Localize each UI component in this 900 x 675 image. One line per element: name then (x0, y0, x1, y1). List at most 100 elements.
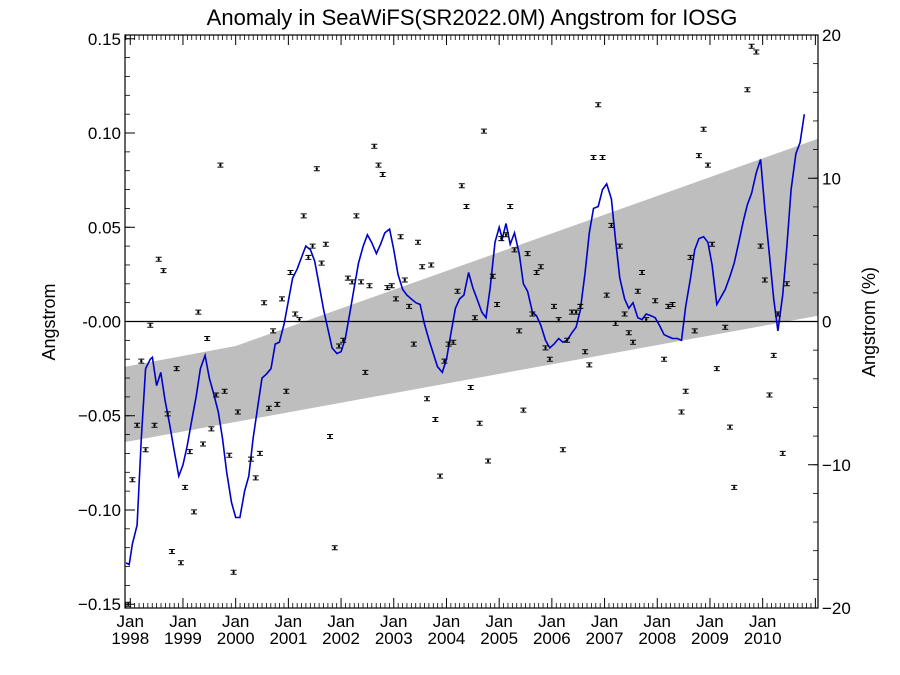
data-point (625, 330, 632, 336)
data-point (555, 317, 562, 323)
data-point (551, 303, 557, 309)
point-marker (509, 205, 512, 208)
x-tick-year: 1998 (111, 629, 149, 648)
point-marker (645, 318, 648, 321)
point-marker (447, 342, 450, 346)
x-tick-year: 2000 (217, 629, 255, 648)
point-marker (623, 312, 626, 316)
data-point (168, 549, 175, 554)
data-point (616, 243, 623, 249)
data-point (265, 405, 272, 411)
point-marker (166, 412, 169, 416)
point-marker (346, 276, 350, 280)
data-point (177, 560, 184, 566)
x-tick-year: 2006 (533, 629, 571, 648)
data-point (770, 352, 777, 358)
x-tick-year: 2009 (691, 629, 729, 648)
x-tick-month: Jan (275, 612, 302, 631)
point-marker (597, 103, 600, 106)
x-tick-month: Jan (433, 612, 460, 631)
point-marker (452, 341, 455, 344)
point-marker (456, 290, 459, 293)
point-marker (671, 303, 674, 306)
point-marker (561, 448, 565, 451)
data-point (138, 358, 145, 364)
point-marker (302, 214, 305, 218)
point-marker (412, 342, 415, 346)
point-marker (438, 474, 442, 478)
point-marker (486, 459, 490, 463)
point-marker (425, 397, 429, 400)
data-point (731, 484, 738, 490)
point-marker (636, 290, 639, 293)
point-marker (215, 393, 218, 397)
point-marker (407, 305, 411, 308)
point-marker (206, 337, 209, 340)
point-marker (574, 310, 578, 314)
data-point (392, 296, 399, 302)
point-marker (262, 301, 266, 304)
data-point (336, 343, 342, 349)
data-point (471, 315, 478, 321)
data-point (366, 283, 373, 289)
data-point (709, 241, 716, 247)
y2-axis-title: Angstrom (%) (859, 267, 879, 377)
data-point (458, 183, 465, 189)
data-point (362, 369, 369, 375)
point-marker (618, 244, 621, 248)
data-point (379, 172, 386, 177)
point-marker (759, 244, 762, 248)
data-point (292, 311, 299, 317)
data-point (375, 162, 382, 168)
x-tick-year: 2003 (375, 629, 413, 648)
point-marker (500, 237, 503, 240)
point-marker (504, 233, 508, 236)
point-marker (601, 156, 604, 159)
data-point (590, 155, 597, 160)
point-marker (390, 284, 393, 287)
point-marker (640, 271, 644, 274)
x-tick-month: Jan (327, 612, 354, 631)
point-marker (285, 390, 288, 393)
point-marker (140, 359, 143, 363)
point-marker (526, 252, 529, 255)
data-point (634, 288, 641, 294)
point-marker (557, 318, 560, 321)
data-point (226, 452, 233, 458)
data-point (401, 277, 408, 283)
data-point (748, 43, 755, 49)
data-point (524, 251, 531, 257)
point-marker (706, 163, 710, 167)
data-point (305, 254, 312, 260)
data-point (217, 162, 224, 168)
point-marker (232, 571, 235, 574)
point-marker (478, 422, 481, 425)
point-marker (368, 284, 371, 287)
point-marker (465, 205, 468, 208)
data-point (533, 270, 540, 275)
data-point (186, 449, 193, 455)
point-marker (750, 45, 753, 48)
data-point (463, 204, 470, 209)
data-point (252, 475, 259, 481)
point-marker (258, 452, 262, 455)
y2-tick-label: 10 (822, 169, 841, 188)
data-point (191, 509, 197, 515)
y2-tick-label: 20 (822, 26, 841, 45)
point-marker (482, 129, 486, 133)
point-marker (693, 329, 696, 333)
point-marker (153, 424, 156, 427)
data-point (371, 143, 378, 149)
data-point (586, 362, 593, 368)
point-marker (162, 269, 165, 272)
point-marker (627, 331, 630, 334)
data-point (296, 317, 303, 323)
point-marker (403, 278, 406, 282)
data-point (151, 422, 158, 428)
point-marker (697, 154, 701, 157)
point-marker (544, 346, 547, 350)
data-point (687, 254, 694, 260)
data-point (753, 49, 760, 55)
point-marker (337, 344, 341, 348)
point-marker (333, 546, 336, 549)
